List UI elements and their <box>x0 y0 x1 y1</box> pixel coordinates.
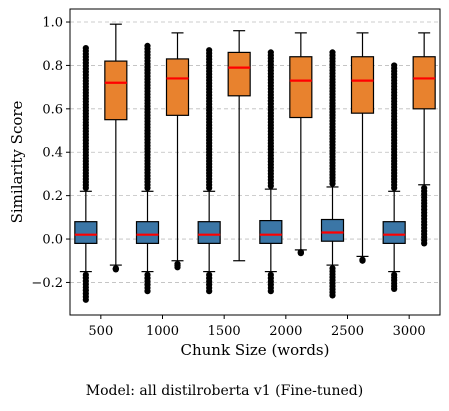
y-tick-label: 0.2 <box>42 189 63 204</box>
figure-caption: Model: all distilroberta v1 (Fine-tuned) <box>85 383 364 399</box>
outlier-point <box>206 47 213 54</box>
outlier-point <box>329 49 336 56</box>
box-body <box>320 218 345 242</box>
x-tick-label: 2500 <box>331 324 364 339</box>
box-body <box>104 60 128 121</box>
outlier-point <box>421 240 428 247</box>
box-2000-a <box>259 49 283 295</box>
box-500-a <box>74 44 98 303</box>
box-series <box>74 23 436 303</box>
box-body <box>382 221 406 244</box>
box-body <box>289 56 313 119</box>
y-grid-lines <box>70 21 440 283</box>
outlier-point <box>112 266 119 273</box>
box-3000-a <box>382 62 406 293</box>
box-1500-a <box>197 47 221 295</box>
box-body <box>135 221 160 244</box>
outlier-point <box>144 288 151 295</box>
outlier-point <box>297 248 304 256</box>
y-axis-label: Similarity Score <box>8 100 26 223</box>
box-2500-a <box>320 49 345 299</box>
x-axis-label: Chunk Size (words) <box>181 341 330 359</box>
y-tick-label: 1.0 <box>42 16 63 31</box>
box-2000-b <box>289 32 313 257</box>
outlier-point <box>267 288 274 295</box>
box-500-b <box>104 23 128 273</box>
outlier-point <box>391 285 398 293</box>
box-1500-b <box>227 30 251 262</box>
outlier-point <box>82 296 89 303</box>
y-tick-label: 0.6 <box>42 102 63 117</box>
x-tick-label: 1000 <box>146 324 179 339</box>
outlier-point <box>144 42 151 49</box>
box-body <box>74 221 98 244</box>
outlier-point <box>267 49 274 56</box>
outlier-point <box>174 264 181 271</box>
box-3000-b <box>412 32 436 247</box>
box-body <box>350 56 375 114</box>
box-body <box>259 219 283 244</box>
x-tick-label: 2000 <box>269 324 302 339</box>
box-body <box>227 51 251 97</box>
y-tick-label: 0.4 <box>42 146 63 161</box>
outlier-point <box>206 288 213 295</box>
outlier-point <box>391 62 398 69</box>
plot-frame <box>69 8 441 316</box>
outlier-point <box>329 292 336 299</box>
y-axis: −0.2 0.0 0.2 0.4 0.6 0.8 1.0 <box>31 16 70 291</box>
box-1000-a <box>135 42 160 295</box>
box-body <box>197 221 221 244</box>
outlier-point <box>82 44 89 52</box>
box-body <box>412 56 436 110</box>
box-body <box>165 58 190 116</box>
x-axis: 500 1000 1500 2000 2500 3000 <box>88 315 426 339</box>
y-tick-label: −0.2 <box>31 276 63 291</box>
box-2500-b <box>350 32 375 264</box>
x-tick-label: 500 <box>88 324 113 339</box>
y-tick-label: 0.0 <box>42 233 63 248</box>
y-tick-label: 0.8 <box>42 59 63 74</box>
x-tick-label: 1500 <box>208 324 241 339</box>
box-1000-b <box>165 32 190 271</box>
x-tick-label: 3000 <box>393 324 426 339</box>
outlier-point <box>359 257 366 264</box>
box-plot-chart: −0.2 0.0 0.2 0.4 0.6 0.8 1.0 500 1000 1500 2000 25… <box>8 8 441 359</box>
